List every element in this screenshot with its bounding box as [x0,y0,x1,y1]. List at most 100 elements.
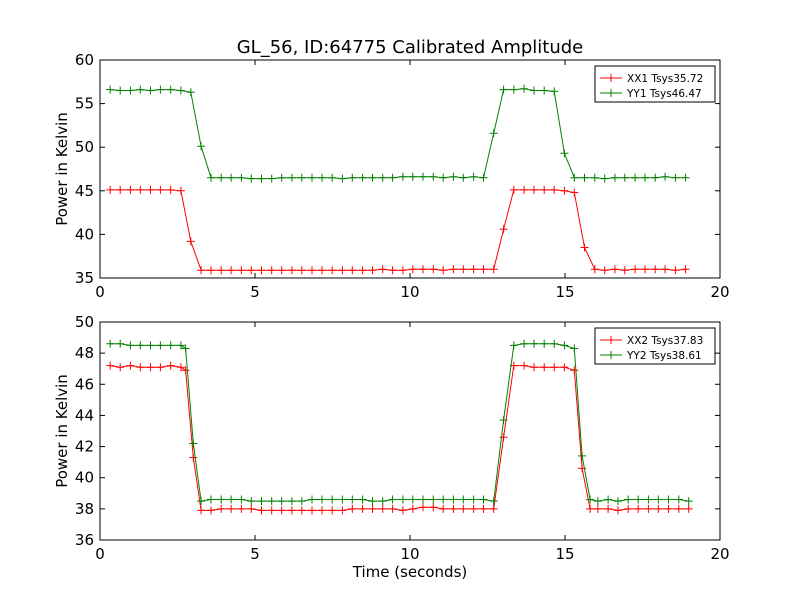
data-point [620,173,629,182]
data-point [631,265,640,274]
data-point [644,504,653,513]
data-point [560,341,569,350]
data-point [684,504,693,513]
data-point [348,266,357,275]
data-point [398,495,407,504]
data-point [297,506,306,515]
data-point [590,265,599,274]
data-point [237,504,246,513]
data-point [126,185,135,194]
data-point [368,173,377,182]
data-point [664,495,673,504]
data-point [328,506,337,515]
data-point [499,225,508,234]
y-tick-label: 40 [75,225,94,243]
data-point [328,266,337,275]
data-point [499,416,508,425]
legend-label: YY2 Tsys38.61 [626,350,702,362]
data-point [520,84,529,93]
x-tick-label: 10 [400,545,419,563]
data-point [429,172,438,181]
data-point [378,504,387,513]
data-point [550,87,559,96]
data-point [176,86,185,95]
series-4 [106,339,693,506]
data-point [651,173,660,182]
data-point [459,504,468,513]
data-point [459,265,468,274]
data-point [479,173,488,182]
data-point [189,453,198,462]
data-point [156,363,165,372]
data-point [578,451,587,460]
data-point [520,339,529,348]
data-point [197,506,206,515]
data-point [368,504,377,513]
data-point [570,173,579,182]
data-point [570,366,579,375]
data-point [580,243,589,252]
data-point [378,497,387,506]
data-point [671,173,680,182]
y-tick-label: 50 [75,313,94,331]
data-point [136,85,145,94]
data-point [439,173,448,182]
data-point [570,344,579,353]
data-point [479,495,488,504]
data-point [469,172,478,181]
data-point [146,185,155,194]
y-tick-label: 55 [75,95,94,113]
x-tick-label: 5 [250,545,260,563]
data-point [338,495,347,504]
data-point [641,265,649,274]
data-point [429,265,438,274]
data-point [624,504,633,513]
data-point [550,363,559,372]
data-point [237,266,246,275]
data-point [186,88,195,97]
data-point [297,266,306,275]
y-tick-label: 50 [75,138,94,156]
x-axis-label: Time (seconds) [352,563,468,581]
data-point [217,495,226,504]
data-point [197,266,206,275]
data-point [388,173,397,182]
data-point [181,344,190,353]
data-point [586,504,595,513]
data-point [277,266,286,275]
data-point [328,495,337,504]
data-point [634,504,643,513]
x-tick-label: 20 [710,283,729,301]
y-tick-label: 60 [75,51,94,69]
data-point [530,86,538,95]
data-point [509,341,518,350]
y-axis-label: Power in Kelvin [53,374,71,488]
data-point [540,86,549,95]
y-tick-label: 42 [75,438,94,456]
legend-marker [607,351,615,359]
x-tick-label: 10 [400,283,419,301]
data-point [610,173,619,182]
data-point [287,506,296,515]
data-point [217,266,226,275]
data-point [358,266,367,275]
data-point [348,173,357,182]
data-point [664,504,673,513]
data-point [368,266,377,275]
y-axis-label: Power in Kelvin [53,112,71,226]
data-point [620,266,629,275]
data-point [593,504,602,513]
data-point [176,363,185,372]
data-point [398,506,407,515]
data-point [277,497,286,506]
data-point [207,495,215,504]
data-point [116,86,125,95]
data-point [641,173,649,182]
data-point [469,504,478,513]
data-point [368,497,377,506]
data-point [166,85,175,94]
data-point [661,172,670,181]
data-point [126,341,135,350]
data-point [156,341,165,350]
